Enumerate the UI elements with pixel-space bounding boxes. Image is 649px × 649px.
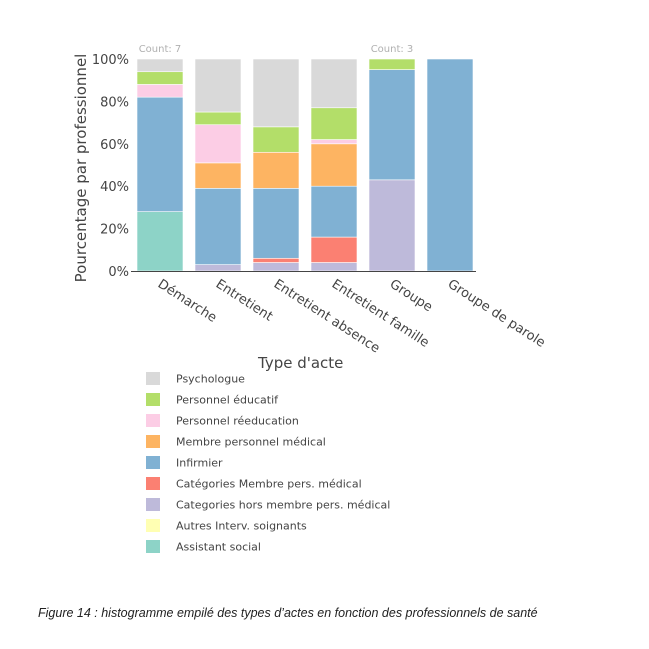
count-labels: Count: 7 Count: 3 [139,44,414,55]
y-axis-title: Pourcentage par professionnel [72,54,90,283]
bar-groupe-de-parole-infirmier [426,58,474,272]
bars-layer [136,58,474,272]
legend-label-personnel-educatif: Personnel éducatif [176,394,279,407]
legend-swatch-membre-personnel-medical [146,435,160,448]
legend-swatch-categories-membre-pers-medical [146,477,160,490]
legend-swatch-personnel-educatif [146,393,160,406]
bar-entretient-personnel-reeducation [194,124,242,164]
legend-label-autres-interv-soignants: Autres Interv. soignants [176,520,307,533]
legend-swatch-psychologue [146,372,160,385]
x-category-entretient-famille: Entretient famille [329,277,432,351]
bar-entretient-famille-personnel-educatif [310,107,358,140]
legend-swatch-categories-hors-membre-pers-medical [146,498,160,511]
legend-title: Type d'acte [257,354,343,372]
y-tick-100: 100% [92,53,129,68]
legend-label-infirmier: Infirmier [176,457,223,470]
legend-label-membre-personnel-medical: Membre personnel médical [176,436,326,449]
legend-swatch-assistant-social [146,540,160,553]
legend-label-categories-membre-pers-medical: Catégories Membre pers. médical [176,478,362,491]
x-category-groupe: Groupe [387,277,435,315]
bar-entretient-absence-psychologue [252,58,300,128]
bar-groupe-categories-hors-membre-pers-medical [368,179,416,272]
x-category-entretient-absence: Entretient absence [271,277,382,357]
x-category-demarche: Démarche [155,277,219,326]
legend-swatch-autres-interv-soignants [146,519,160,532]
bar-demarche-personnel-reeducation [136,84,184,98]
bar-entretient-absence-personnel-educatif [252,126,300,153]
bar-groupe-infirmier [368,69,416,181]
bar-groupe-personnel-educatif [368,58,416,70]
bar-demarche-assistant-social [136,211,184,272]
legend-label-psychologue: Psychologue [176,373,245,386]
bar-entretient-personnel-educatif [194,111,242,126]
legend: Psychologue Personnel éducatif Personnel r… [146,372,390,554]
y-tick-0: 0% [108,265,129,280]
bar-demarche-psychologue [136,58,184,73]
bar-demarche-infirmier [136,96,184,212]
count-label-groupe: Count: 3 [371,44,414,55]
x-category-groupe-de-parole: Groupe de parole [445,277,548,351]
legend-label-categories-hors-membre-pers-medical: Categories hors membre pers. médical [176,499,390,512]
figure-caption: Figure 14 : histogramme empilé des types… [38,606,538,620]
bar-entretient-famille-psychologue [310,58,358,109]
legend-swatch-personnel-reeducation [146,414,160,427]
count-label-demarche: Count: 7 [139,44,182,55]
bar-entretient-famille-membre-personnel-medical [310,143,358,187]
bar-entretient-infirmier [194,188,242,265]
x-category-entretient: Entretient [213,277,275,325]
bar-entretient-famille-infirmier [310,185,358,238]
bar-entretient-categories-hors-membre-pers-medical [194,264,242,272]
bar-entretient-absence-categories-membre-pers-medical [252,257,300,263]
legend-label-assistant-social: Assistant social [176,541,261,554]
bar-demarche-personnel-educatif [136,71,184,85]
legend-label-personnel-reeducation: Personnel réeducation [176,415,299,428]
y-tick-20: 20% [100,223,129,238]
bar-entretient-absence-infirmier [252,188,300,259]
bar-entretient-famille-personnel-reeducation [310,139,358,145]
bar-entretient-famille-categories-hors-membre-pers-medical [310,262,358,272]
bar-entretient-absence-membre-personnel-medical [252,151,300,189]
bar-entretient-absence-categories-hors-membre-pers-medical [252,262,300,272]
y-tick-80: 80% [100,95,129,110]
y-tick-60: 60% [100,138,129,153]
bar-entretient-membre-personnel-medical [194,162,242,189]
y-axis-ticks: 0% 20% 40% 60% 80% 100% [92,53,129,280]
bar-entretient-psychologue [194,58,242,113]
legend-swatch-infirmier [146,456,160,469]
y-tick-40: 40% [100,180,129,195]
bar-entretient-famille-categories-membre-pers-medical [310,236,358,263]
